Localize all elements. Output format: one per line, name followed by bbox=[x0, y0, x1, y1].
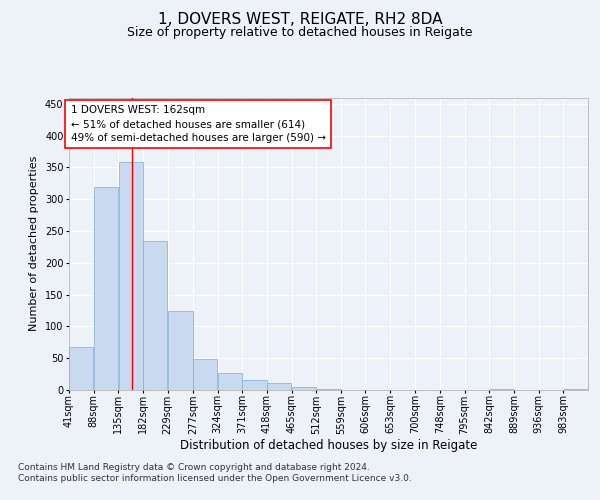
X-axis label: Distribution of detached houses by size in Reigate: Distribution of detached houses by size … bbox=[180, 439, 477, 452]
Text: Size of property relative to detached houses in Reigate: Size of property relative to detached ho… bbox=[127, 26, 473, 39]
Bar bbox=[119, 162, 143, 390]
Bar bbox=[143, 240, 167, 390]
Bar bbox=[94, 186, 118, 390]
Bar bbox=[168, 310, 193, 390]
Text: Contains HM Land Registry data © Crown copyright and database right 2024.: Contains HM Land Registry data © Crown c… bbox=[18, 462, 370, 471]
Bar bbox=[193, 360, 217, 390]
Text: 1 DOVERS WEST: 162sqm
← 51% of detached houses are smaller (614)
49% of semi-det: 1 DOVERS WEST: 162sqm ← 51% of detached … bbox=[71, 105, 326, 143]
Bar bbox=[292, 388, 316, 390]
Text: Contains public sector information licensed under the Open Government Licence v3: Contains public sector information licen… bbox=[18, 474, 412, 483]
Bar bbox=[69, 347, 94, 390]
Text: 1, DOVERS WEST, REIGATE, RH2 8DA: 1, DOVERS WEST, REIGATE, RH2 8DA bbox=[158, 12, 442, 28]
Y-axis label: Number of detached properties: Number of detached properties bbox=[29, 156, 39, 332]
Bar bbox=[267, 383, 291, 390]
Bar bbox=[218, 374, 242, 390]
Bar bbox=[242, 380, 266, 390]
